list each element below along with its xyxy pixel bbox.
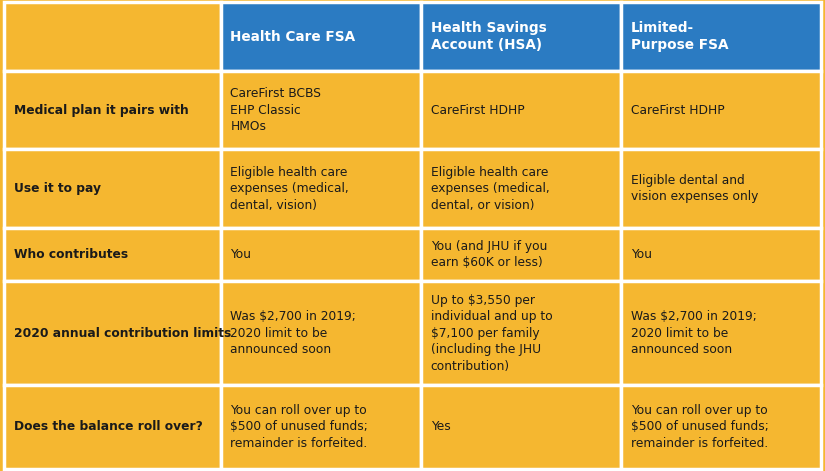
- Text: Up to $3,550 per
individual and up to
$7,100 per family
(including the JHU
contr: Up to $3,550 per individual and up to $7…: [431, 293, 552, 373]
- Text: Yes: Yes: [431, 420, 450, 433]
- Text: You can roll over up to
$500 of unused funds;
remainder is forfeited.: You can roll over up to $500 of unused f…: [230, 404, 368, 450]
- Text: Health Care FSA: Health Care FSA: [230, 30, 356, 43]
- Text: Does the balance roll over?: Does the balance roll over?: [14, 420, 203, 433]
- Text: Was $2,700 in 2019;
2020 limit to be
announced soon: Was $2,700 in 2019; 2020 limit to be ann…: [230, 310, 356, 356]
- Text: Who contributes: Who contributes: [14, 248, 128, 261]
- Text: 2020 annual contribution limits: 2020 annual contribution limits: [14, 326, 231, 340]
- Bar: [421, 281, 620, 385]
- Text: You (and JHU if you
earn $60K or less): You (and JHU if you earn $60K or less): [431, 240, 547, 269]
- Bar: [620, 149, 821, 228]
- Bar: [4, 2, 220, 71]
- Text: Was $2,700 in 2019;
2020 limit to be
announced soon: Was $2,700 in 2019; 2020 limit to be ann…: [630, 310, 757, 356]
- Text: Eligible health care
expenses (medical,
dental, vision): Eligible health care expenses (medical, …: [230, 166, 349, 211]
- Text: Eligible dental and
vision expenses only: Eligible dental and vision expenses only: [630, 174, 758, 203]
- Bar: [4, 228, 220, 281]
- Bar: [220, 281, 421, 385]
- Text: Limited-
Purpose FSA: Limited- Purpose FSA: [630, 21, 728, 52]
- Bar: [4, 281, 220, 385]
- Text: You: You: [230, 248, 252, 261]
- Bar: [421, 2, 620, 71]
- Bar: [220, 149, 421, 228]
- Bar: [620, 281, 821, 385]
- Bar: [421, 385, 620, 469]
- Bar: [620, 2, 821, 71]
- Bar: [220, 71, 421, 149]
- Text: You: You: [630, 248, 652, 261]
- Bar: [4, 149, 220, 228]
- Bar: [421, 149, 620, 228]
- Bar: [4, 385, 220, 469]
- Text: CareFirst HDHP: CareFirst HDHP: [431, 104, 524, 116]
- Text: CareFirst HDHP: CareFirst HDHP: [630, 104, 724, 116]
- Text: CareFirst BCBS
EHP Classic
HMOs: CareFirst BCBS EHP Classic HMOs: [230, 87, 322, 133]
- Bar: [220, 385, 421, 469]
- Bar: [421, 228, 620, 281]
- Text: Health Savings
Account (HSA): Health Savings Account (HSA): [431, 21, 546, 52]
- Text: Medical plan it pairs with: Medical plan it pairs with: [14, 104, 189, 116]
- Bar: [220, 228, 421, 281]
- Text: You can roll over up to
$500 of unused funds;
remainder is forfeited.: You can roll over up to $500 of unused f…: [630, 404, 768, 450]
- Bar: [620, 228, 821, 281]
- Bar: [421, 71, 620, 149]
- Bar: [620, 71, 821, 149]
- Bar: [220, 2, 421, 71]
- Bar: [620, 385, 821, 469]
- Text: Eligible health care
expenses (medical,
dental, or vision): Eligible health care expenses (medical, …: [431, 166, 549, 211]
- Bar: [4, 71, 220, 149]
- Text: Use it to pay: Use it to pay: [14, 182, 101, 195]
